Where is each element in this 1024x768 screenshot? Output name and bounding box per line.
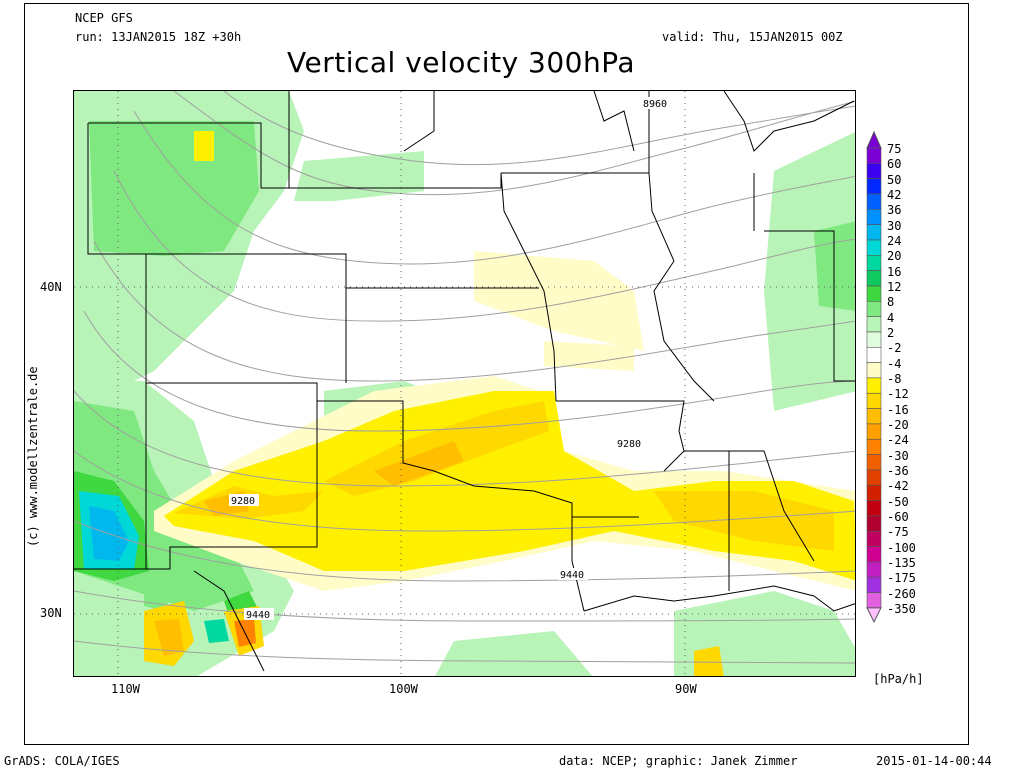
legend-arrow-top [866,130,882,149]
height-contours [74,91,855,664]
legend-level-label: -16 [887,403,909,417]
map-canvas: 8960 9280 9280 9440 9440 [74,91,855,676]
legend-level-label: -12 [887,387,909,401]
legend-level-label: 20 [887,249,902,263]
footer-software: GrADS: COLA/IGES [4,754,120,768]
lat-label-30n: 30N [40,606,62,620]
legend-swatch [866,438,882,455]
legend-level-label: -24 [887,433,909,447]
legend-level-label: -20 [887,418,909,432]
legend-swatch [866,423,882,440]
legend-level-label: -8 [887,372,902,386]
contour-label: 9280 [617,439,641,450]
legend-swatch [866,592,882,609]
legend-level-label: -2 [887,341,902,355]
model-label: NCEP GFS [75,11,133,25]
legend-swatch [866,193,882,210]
valid-label: valid: Thu, 15JAN2015 00Z [662,30,843,44]
legend-level-label: 50 [887,173,902,187]
legend-swatch [866,515,882,532]
legend-level-label: 60 [887,157,902,171]
legend-level-label: -75 [887,525,909,539]
contour-label: 9440 [560,570,584,581]
legend-level-label: -50 [887,495,909,509]
legend-swatch [866,347,882,363]
legend-level-label: -30 [887,449,909,463]
contour-label-group: 8960 9280 9280 9440 9440 [229,97,671,621]
legend-level-label: 16 [887,265,902,279]
legend-swatch [866,209,882,225]
legend-swatch [866,546,882,563]
run-label: run: 13JAN2015 18Z +30h [75,30,242,44]
legend-swatch [866,377,882,394]
legend-level-label: -100 [887,541,916,555]
contour-label: 8960 [643,99,667,110]
legend-swatch [866,178,882,195]
legend-swatch [866,362,882,379]
copyright-watermark: (c) www.modellzentrale.de [26,366,40,547]
figure-frame [24,3,969,745]
legend-swatch [866,147,882,164]
legend-colorbar [866,130,882,624]
legend-swatch [866,454,882,471]
legend-swatch [866,484,882,501]
lat-label-40n: 40N [40,280,62,294]
legend-level-label: 12 [887,280,902,294]
legend-level-label: -260 [887,587,916,601]
state-boundaries [74,91,855,672]
lon-label-110w: 110W [111,682,140,696]
legend-swatch [866,530,882,547]
legend-unit: [hPa/h] [873,672,924,686]
legend-swatch [866,270,882,287]
legend-level-label: -175 [887,571,916,585]
legend-level-label: 24 [887,234,902,248]
legend-swatch [866,316,882,333]
legend-swatch [866,500,882,517]
legend-level-label: 4 [887,311,895,325]
legend-swatch [866,331,882,348]
legend-level-label: -350 [887,602,916,616]
legend-level-label: -135 [887,556,916,570]
legend-swatch [866,576,882,593]
legend-level-label: 2 [887,326,895,340]
legend-level-label: -36 [887,464,909,478]
legend-swatch [866,408,882,425]
legend-swatch [866,392,882,409]
legend-level-label: 75 [887,142,902,156]
map-title: Vertical velocity 300hPa [287,46,636,79]
legend-arrow-bottom [866,607,882,624]
contour-label: 9280 [231,496,255,507]
legend-swatch [866,162,882,179]
legend-level-label: 30 [887,219,902,233]
legend-level-label: -4 [887,357,902,371]
legend-level-label: 8 [887,295,895,309]
legend-level-label: -60 [887,510,909,524]
legend-swatch [866,301,882,317]
contour-label: 9440 [246,610,270,621]
legend-level-label: -42 [887,479,909,493]
legend-level-label: 36 [887,203,902,217]
legend-level-label: 42 [887,188,902,202]
legend-swatch [866,561,882,578]
legend-swatch [866,239,882,256]
lon-label-100w: 100W [389,682,418,696]
legend-swatch [866,255,882,271]
legend-swatch [866,285,882,302]
footer-timestamp: 2015-01-14-00:44 [876,754,992,768]
footer-credits: data: NCEP; graphic: Janek Zimmer [559,754,798,768]
lon-label-90w: 90W [675,682,697,696]
legend-swatch [866,224,882,241]
weather-map[interactable]: 8960 9280 9280 9440 9440 [73,90,856,677]
legend-swatch [866,469,882,486]
